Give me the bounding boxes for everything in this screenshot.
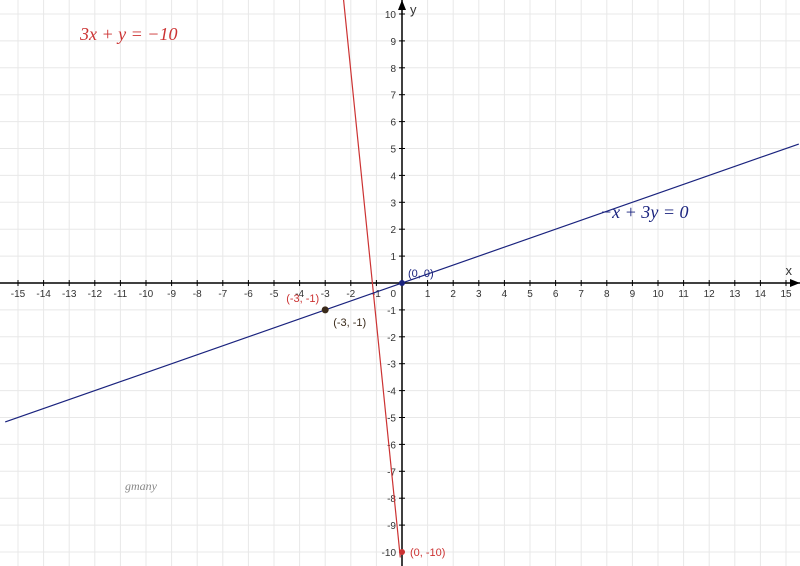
svg-text:-10: -10 bbox=[382, 548, 397, 559]
red-yintercept-point bbox=[399, 549, 405, 555]
svg-text:7: 7 bbox=[390, 91, 396, 102]
svg-text:12: 12 bbox=[704, 289, 716, 300]
svg-text:5: 5 bbox=[390, 145, 396, 156]
origin-label: (0, 0) bbox=[408, 268, 434, 280]
svg-text:-9: -9 bbox=[167, 289, 176, 300]
svg-text:-2: -2 bbox=[387, 333, 396, 344]
svg-text:3: 3 bbox=[476, 289, 482, 300]
svg-text:-13: -13 bbox=[62, 289, 77, 300]
svg-text:-4: -4 bbox=[387, 387, 396, 398]
origin-point bbox=[399, 280, 405, 286]
svg-text:-14: -14 bbox=[36, 289, 51, 300]
svg-text:4: 4 bbox=[502, 289, 508, 300]
svg-text:14: 14 bbox=[755, 289, 767, 300]
svg-text:1: 1 bbox=[390, 252, 396, 263]
svg-text:11: 11 bbox=[678, 289, 689, 300]
svg-text:-6: -6 bbox=[244, 289, 253, 300]
svg-text:-5: -5 bbox=[270, 289, 279, 300]
svg-text:8: 8 bbox=[390, 64, 396, 75]
equation-red: 3x + y = −10 bbox=[79, 24, 177, 44]
svg-text:15: 15 bbox=[780, 289, 792, 300]
svg-text:y: y bbox=[410, 2, 417, 17]
svg-text:8: 8 bbox=[604, 289, 610, 300]
svg-text:-10: -10 bbox=[139, 289, 154, 300]
intersection-label-below: (-3, -1) bbox=[333, 317, 366, 329]
points: (-3, -1) (-3, -1) (0, 0) (0, -10) bbox=[286, 268, 445, 559]
equations: 3x + y = −10 −x + 3y = 0 bbox=[79, 24, 688, 222]
svg-text:3: 3 bbox=[390, 198, 396, 209]
intersection-label-above: (-3, -1) bbox=[286, 293, 319, 305]
svg-text:-11: -11 bbox=[114, 289, 128, 300]
equation-blue: −x + 3y = 0 bbox=[600, 202, 688, 222]
svg-text:-12: -12 bbox=[88, 289, 103, 300]
svg-text:-3: -3 bbox=[321, 289, 330, 300]
svg-text:5: 5 bbox=[527, 289, 533, 300]
svg-text:2: 2 bbox=[450, 289, 456, 300]
svg-text:-1: -1 bbox=[387, 306, 396, 317]
svg-text:1: 1 bbox=[425, 289, 431, 300]
svg-text:10: 10 bbox=[385, 10, 397, 21]
svg-text:9: 9 bbox=[630, 289, 636, 300]
svg-text:6: 6 bbox=[553, 289, 559, 300]
intersection-point bbox=[322, 306, 329, 313]
svg-text:6: 6 bbox=[390, 118, 396, 129]
svg-text:2: 2 bbox=[390, 225, 396, 236]
svg-text:-5: -5 bbox=[387, 414, 396, 425]
coordinate-graph: xy -15-14-13-12-11-10-9-8-7-6-5-4-3-2-11… bbox=[0, 0, 800, 566]
svg-text:-3: -3 bbox=[387, 360, 396, 371]
svg-text:0: 0 bbox=[390, 289, 396, 300]
red-yintercept-label: (0, -10) bbox=[410, 547, 445, 559]
svg-text:13: 13 bbox=[729, 289, 741, 300]
svg-text:4: 4 bbox=[390, 171, 396, 182]
watermark-text: gmany bbox=[125, 479, 158, 493]
svg-text:-7: -7 bbox=[218, 289, 227, 300]
svg-text:10: 10 bbox=[652, 289, 664, 300]
svg-text:-2: -2 bbox=[346, 289, 355, 300]
svg-text:-8: -8 bbox=[193, 289, 202, 300]
svg-text:9: 9 bbox=[390, 37, 396, 48]
svg-text:-9: -9 bbox=[387, 521, 396, 532]
svg-text:-15: -15 bbox=[11, 289, 26, 300]
svg-text:7: 7 bbox=[578, 289, 584, 300]
graph-svg: xy -15-14-13-12-11-10-9-8-7-6-5-4-3-2-11… bbox=[0, 0, 800, 566]
svg-text:x: x bbox=[786, 263, 793, 278]
